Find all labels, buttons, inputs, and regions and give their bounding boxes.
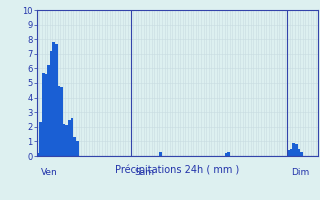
Text: Sam: Sam	[135, 168, 155, 177]
Bar	[44, 74, 47, 156]
Text: Dim: Dim	[291, 168, 309, 177]
Bar	[76, 141, 78, 156]
Bar	[52, 42, 55, 156]
Bar	[287, 150, 290, 156]
Bar	[66, 125, 68, 156]
Bar	[58, 86, 60, 156]
Text: Ven: Ven	[41, 168, 58, 177]
Bar	[300, 152, 303, 156]
Bar	[50, 51, 52, 156]
Bar	[227, 152, 230, 156]
Bar	[39, 122, 42, 156]
Bar	[42, 73, 44, 156]
Bar	[225, 153, 227, 156]
Bar	[73, 137, 76, 156]
Bar	[290, 149, 292, 156]
Bar	[298, 149, 300, 156]
Bar	[55, 44, 58, 156]
Bar	[63, 124, 66, 156]
Bar	[71, 118, 73, 156]
X-axis label: Précipitations 24h ( mm ): Précipitations 24h ( mm )	[116, 165, 240, 175]
Bar	[68, 119, 71, 156]
Bar	[295, 144, 298, 156]
Bar	[159, 152, 162, 156]
Bar	[37, 153, 39, 156]
Bar	[60, 87, 63, 156]
Bar	[47, 65, 50, 156]
Bar	[292, 143, 295, 156]
